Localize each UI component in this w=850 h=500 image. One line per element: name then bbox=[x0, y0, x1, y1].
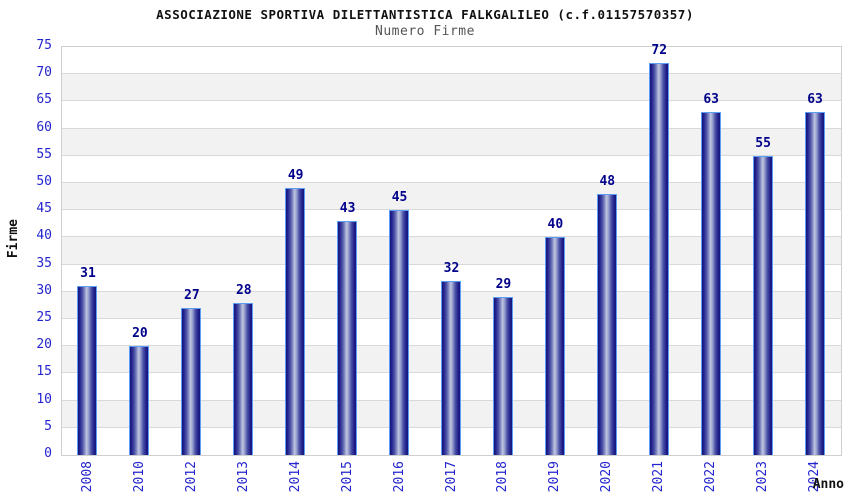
y-tick-label: 15 bbox=[36, 364, 52, 380]
x-tick-label: 2023 bbox=[755, 461, 771, 493]
y-tick-label: 25 bbox=[36, 310, 52, 325]
bar-value-label: 49 bbox=[287, 168, 304, 184]
bar bbox=[544, 237, 565, 455]
y-tick-label: 10 bbox=[36, 391, 52, 407]
x-tick-label: 2017 bbox=[443, 461, 459, 493]
plot-band bbox=[62, 128, 841, 156]
bar bbox=[648, 63, 669, 455]
y-axis-title: Firme bbox=[6, 219, 21, 259]
bar bbox=[700, 112, 721, 455]
bar-value-label: 63 bbox=[703, 92, 719, 108]
x-tick-label: 2021 bbox=[651, 461, 667, 493]
x-axis-title: Anno bbox=[812, 477, 844, 492]
bar-value-label: 55 bbox=[755, 135, 771, 151]
bar-value-label: 43 bbox=[339, 201, 356, 217]
y-tick-label: 60 bbox=[36, 119, 52, 135]
y-tick-label: 45 bbox=[36, 201, 52, 217]
gridline bbox=[62, 73, 841, 75]
chart-title: ASSOCIAZIONE SPORTIVA DILETTANTISTICA FA… bbox=[156, 7, 694, 22]
bar-value-label: 40 bbox=[547, 217, 564, 233]
bar-value-label: 48 bbox=[599, 173, 616, 189]
x-tick-label: 2018 bbox=[495, 461, 511, 493]
x-tick-label: 2019 bbox=[547, 461, 563, 493]
bar-value-label: 72 bbox=[651, 43, 668, 59]
bar bbox=[337, 221, 358, 455]
bar bbox=[441, 280, 461, 455]
bar-value-label: 28 bbox=[235, 282, 252, 298]
bar-value-label: 20 bbox=[132, 326, 148, 342]
y-tick-label: 70 bbox=[36, 65, 52, 81]
bar-value-label: 32 bbox=[443, 260, 460, 276]
bar bbox=[233, 302, 254, 455]
x-tick-label: 2014 bbox=[287, 461, 303, 493]
bar bbox=[596, 193, 617, 455]
plot-band bbox=[62, 74, 841, 102]
x-tick-label: 2010 bbox=[131, 461, 147, 493]
y-tick-label: 35 bbox=[36, 255, 52, 271]
y-tick-label: 30 bbox=[36, 282, 52, 298]
bar-value-label: 31 bbox=[80, 266, 96, 282]
bar bbox=[389, 210, 410, 455]
x-tick-label: 2008 bbox=[79, 461, 95, 493]
bar-value-label: 63 bbox=[807, 92, 823, 108]
y-tick-label: 50 bbox=[36, 174, 52, 189]
chart-subtitle: Numero Firme bbox=[375, 24, 475, 39]
bar bbox=[752, 155, 773, 455]
y-tick-label: 0 bbox=[44, 446, 52, 461]
bar bbox=[804, 112, 825, 455]
bar-value-label: 27 bbox=[184, 288, 200, 304]
bar bbox=[129, 346, 150, 455]
gridline bbox=[62, 209, 841, 211]
y-tick-label: 75 bbox=[36, 38, 52, 53]
x-tick-label: 2020 bbox=[599, 461, 615, 493]
bar bbox=[285, 188, 306, 455]
gridline bbox=[62, 182, 841, 183]
x-tick-label: 2016 bbox=[391, 461, 407, 493]
y-tick-label: 55 bbox=[36, 146, 52, 162]
gridline bbox=[62, 236, 841, 238]
bar bbox=[492, 297, 513, 455]
y-tick-label: 5 bbox=[44, 418, 52, 434]
gridline bbox=[62, 100, 841, 102]
bar bbox=[181, 308, 202, 455]
y-tick-label: 65 bbox=[36, 92, 52, 108]
plot-band bbox=[62, 183, 841, 211]
bar bbox=[77, 286, 98, 455]
y-tick-label: 40 bbox=[36, 228, 52, 244]
bar-value-label: 45 bbox=[391, 190, 408, 206]
x-tick-label: 2022 bbox=[703, 461, 719, 493]
gridline bbox=[62, 127, 841, 129]
bar-value-label: 29 bbox=[495, 277, 512, 293]
x-tick-label: 2012 bbox=[183, 461, 199, 493]
x-tick-label: 2013 bbox=[235, 461, 251, 493]
x-tick-label: 2015 bbox=[339, 461, 355, 493]
gridline bbox=[62, 154, 841, 156]
plot-area bbox=[61, 46, 842, 456]
y-tick-label: 20 bbox=[36, 337, 52, 353]
